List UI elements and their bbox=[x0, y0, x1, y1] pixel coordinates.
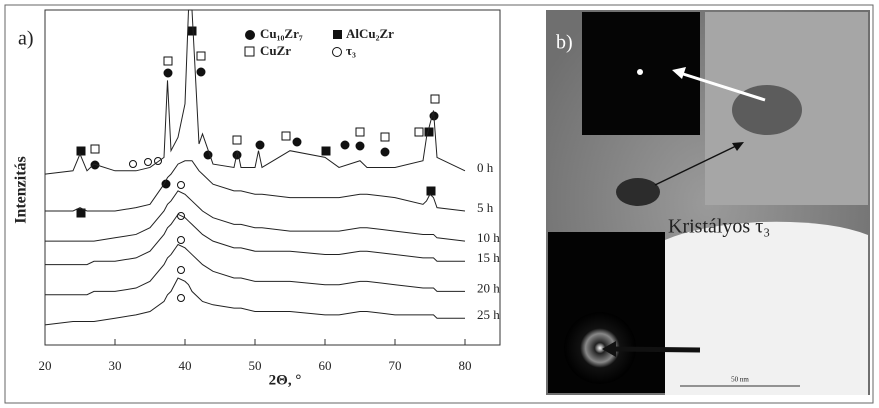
series-label: 0 h bbox=[477, 160, 494, 175]
series-label: 20 h bbox=[477, 280, 500, 295]
legend-label: τ₃ bbox=[346, 43, 356, 58]
panel-label: b) bbox=[556, 32, 573, 54]
x-tick-label: 70 bbox=[389, 358, 402, 373]
series-label: 25 h bbox=[477, 307, 500, 322]
xrd-curve bbox=[45, 243, 465, 296]
x-axis-label: 2Θ, ° bbox=[269, 372, 302, 388]
x-tick-label: 30 bbox=[109, 358, 122, 373]
legend-symbol bbox=[332, 47, 342, 57]
xrd-curve bbox=[45, 213, 465, 266]
xrd-curve bbox=[45, 190, 466, 242]
series-label: 5 h bbox=[477, 200, 494, 215]
panel-label: a) bbox=[18, 28, 34, 50]
legend-label: Cu₁₀Zr₇ bbox=[260, 26, 303, 41]
x-tick-label: 20 bbox=[39, 358, 52, 373]
x-tick-label: 40 bbox=[179, 358, 192, 373]
tem-image bbox=[546, 10, 870, 395]
xrd-curve bbox=[44, 277, 465, 326]
caption: Kristályos τ₃ bbox=[668, 216, 770, 238]
xrd-curve bbox=[45, 160, 466, 212]
legend-symbol bbox=[244, 46, 255, 57]
xrd-curve bbox=[44, 9, 466, 175]
y-axis-label: Intenzitás bbox=[13, 156, 30, 224]
legend-symbol bbox=[245, 30, 255, 40]
legend-label: CuZr bbox=[260, 43, 291, 58]
series-label: 15 h bbox=[477, 250, 500, 265]
series-label: 10 h bbox=[477, 230, 500, 245]
phase-markers bbox=[76, 26, 440, 302]
x-tick-label: 80 bbox=[459, 358, 472, 373]
legend-label: AlCu₂Zr bbox=[346, 26, 394, 41]
x-tick-label: 50 bbox=[249, 358, 262, 373]
scale-bar-label: 50 nm bbox=[731, 376, 749, 384]
x-tick-label: 60 bbox=[319, 358, 332, 373]
legend-symbol bbox=[333, 30, 342, 39]
plot-frame bbox=[44, 9, 501, 346]
